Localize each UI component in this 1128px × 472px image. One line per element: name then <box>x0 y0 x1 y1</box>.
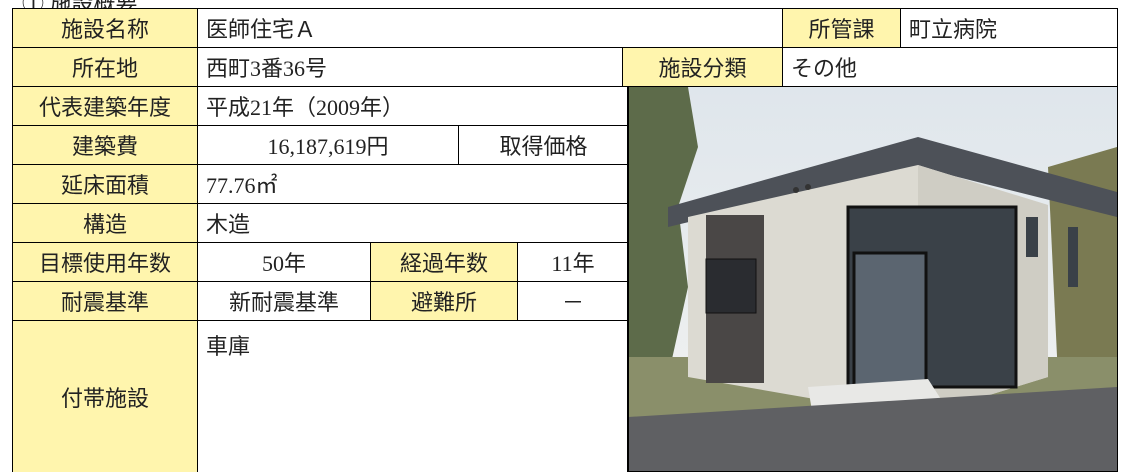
sub-label: 経過年数 <box>370 242 518 282</box>
sub-value: 11年 <box>517 242 629 282</box>
sub-value: 町立病院 <box>900 8 1118 48</box>
photo-illustration <box>628 87 1117 471</box>
row-value: 西町3番36号 <box>197 47 623 87</box>
sub-value: その他 <box>782 47 1118 87</box>
row-label: 付帯施設 <box>12 320 198 472</box>
row-label: 所在地 <box>12 47 198 87</box>
row-label: 耐震基準 <box>12 281 198 321</box>
row-value: 車庫 <box>197 320 629 472</box>
row-label: 延床面積 <box>12 164 198 204</box>
row-value: 木造 <box>197 203 629 243</box>
sub-label: 所管課 <box>782 8 901 48</box>
row-label: 構造 <box>12 203 198 243</box>
row-value: 平成21年（2009年） <box>197 86 629 126</box>
sub-value: － <box>517 281 629 321</box>
row-value: 新耐震基準 <box>197 281 371 321</box>
row-label: 目標使用年数 <box>12 242 198 282</box>
row-label: 建築費 <box>12 125 198 165</box>
sub-label: 避難所 <box>370 281 518 321</box>
row-value: 医師住宅Ａ <box>197 8 783 48</box>
sub-label: 取得価格 <box>458 125 629 165</box>
row-value: 16,187,619円 <box>197 125 459 165</box>
row-value: 77.76㎡ <box>197 164 629 204</box>
row-label: 施設名称 <box>12 8 198 48</box>
sub-label: 施設分類 <box>622 47 783 87</box>
row-label: 代表建築年度 <box>12 86 198 126</box>
building-photo <box>627 86 1118 472</box>
row-value: 50年 <box>197 242 371 282</box>
